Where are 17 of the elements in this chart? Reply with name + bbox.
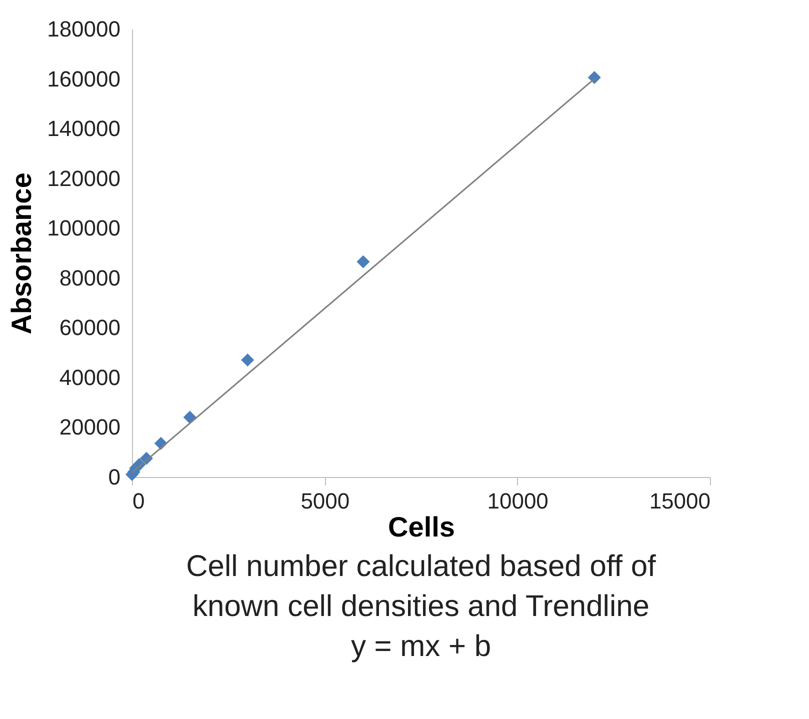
y-tick-label: 140000 [47, 116, 120, 142]
y-tick-label: 60000 [59, 315, 120, 340]
text: y = mx + b [350, 630, 492, 663]
y-axis-title: Absorbance [6, 172, 38, 334]
y-tick-label: 0 [108, 464, 120, 490]
x-tick-label: 15000 [649, 488, 710, 514]
x-tick-label: 10000 [487, 488, 548, 514]
y-tick-label: 20000 [59, 414, 120, 440]
y-tick-label: 40000 [59, 364, 120, 390]
x-axis-title: Cells [388, 512, 455, 542]
y-tick-label: 160000 [47, 66, 120, 92]
y-tick-label: 100000 [47, 216, 120, 241]
y-tick-label: 180000 [47, 16, 120, 42]
x-tick-label: 0 [132, 488, 145, 514]
y-tick-label: 80000 [59, 265, 120, 290]
y-tick-label: 120000 [47, 166, 120, 191]
x-tick-label: 5000 [300, 488, 350, 514]
